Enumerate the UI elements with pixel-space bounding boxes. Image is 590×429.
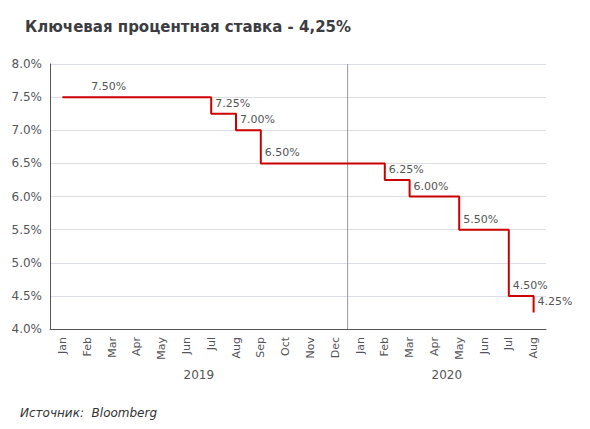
svg-text:4.25%: 4.25%	[538, 295, 573, 308]
svg-text:Источник: Bloomberg: Источник: Bloomberg	[20, 406, 157, 420]
svg-text:Feb: Feb	[81, 337, 94, 356]
svg-text:4.50%: 4.50%	[513, 279, 548, 292]
svg-text:Jan: Jan	[56, 337, 69, 355]
svg-text:Jan: Jan	[354, 337, 367, 355]
svg-text:Apr: Apr	[130, 337, 143, 357]
svg-text:6.50%: 6.50%	[265, 146, 300, 159]
svg-text:Dec: Dec	[329, 337, 342, 358]
svg-text:Ключевая процентная ставка - 4: Ключевая процентная ставка - 4,25%	[25, 18, 351, 36]
svg-text:6.00%: 6.00%	[414, 180, 449, 193]
svg-text:7.25%: 7.25%	[215, 97, 250, 110]
svg-text:May: May	[155, 337, 168, 360]
svg-text:2019: 2019	[184, 368, 215, 382]
svg-text:7.50%: 7.50%	[91, 80, 126, 93]
svg-text:7.00%: 7.00%	[240, 113, 275, 126]
svg-text:May: May	[453, 337, 466, 360]
svg-text:5.5%: 5.5%	[12, 223, 43, 237]
svg-text:Mar: Mar	[106, 337, 119, 358]
svg-text:7.5%: 7.5%	[12, 90, 43, 104]
svg-text:6.0%: 6.0%	[12, 190, 43, 204]
svg-text:Nov: Nov	[304, 337, 317, 359]
svg-text:Jul: Jul	[502, 337, 515, 351]
svg-text:Oct: Oct	[279, 336, 292, 356]
svg-text:Jun: Jun	[180, 337, 193, 355]
svg-text:5.0%: 5.0%	[12, 256, 43, 270]
svg-text:6.25%: 6.25%	[389, 163, 424, 176]
svg-text:7.0%: 7.0%	[12, 123, 43, 137]
svg-text:Jul: Jul	[205, 337, 218, 351]
svg-text:Feb: Feb	[378, 337, 391, 356]
svg-text:2020: 2020	[432, 368, 463, 382]
svg-text:8.0%: 8.0%	[12, 57, 43, 71]
svg-text:Jun: Jun	[478, 337, 491, 355]
svg-text:4.5%: 4.5%	[12, 289, 43, 303]
svg-text:6.5%: 6.5%	[12, 156, 43, 170]
svg-text:4.0%: 4.0%	[12, 322, 43, 336]
svg-text:5.50%: 5.50%	[463, 213, 498, 226]
svg-text:Aug: Aug	[527, 337, 540, 358]
svg-text:Mar: Mar	[403, 337, 416, 358]
svg-text:Aug: Aug	[230, 337, 243, 358]
svg-text:Sep: Sep	[254, 337, 267, 358]
svg-text:Apr: Apr	[428, 337, 441, 357]
